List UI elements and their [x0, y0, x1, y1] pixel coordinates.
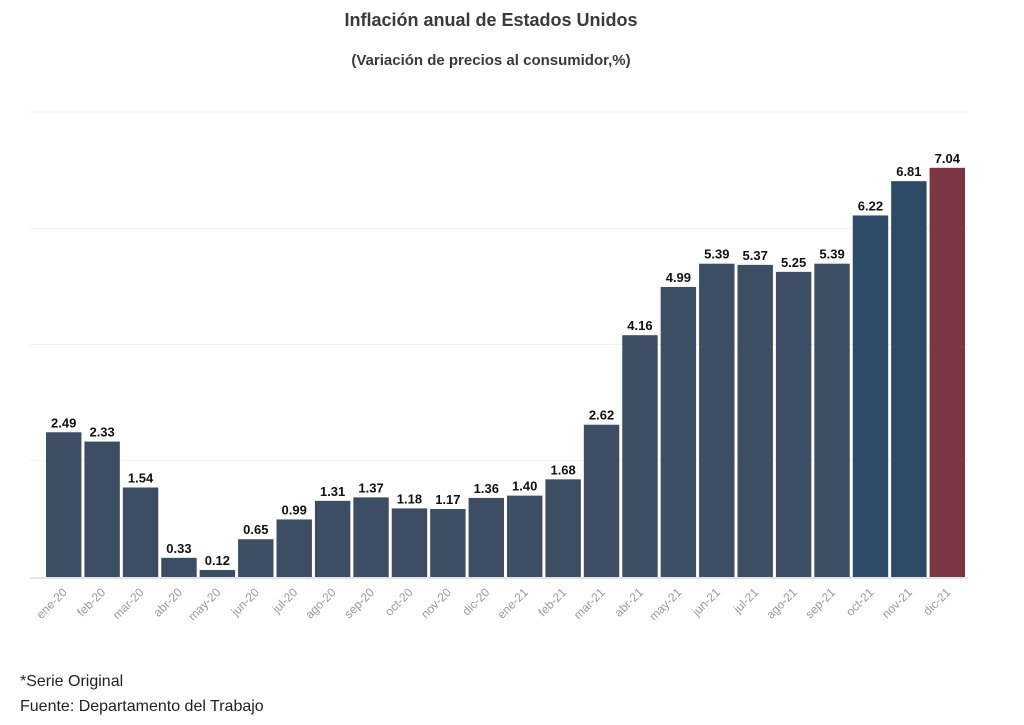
x-tick-jul-20: jul-20	[269, 585, 301, 617]
value-label-nov-20: 1.17	[435, 492, 460, 507]
x-tick-ene-20: ene-20	[34, 585, 71, 622]
bar-sep-20	[353, 497, 389, 577]
value-label-ene-20: 2.49	[51, 415, 76, 430]
value-label-ene-21: 1.40	[512, 479, 537, 494]
gridlines	[30, 111, 968, 462]
x-tick-ene-21: ene-21	[495, 585, 532, 622]
bar-abr-21	[622, 335, 658, 577]
value-label-feb-21: 1.68	[550, 462, 575, 477]
x-tick-may-20: may-20	[185, 585, 223, 623]
bar-may-21	[660, 286, 697, 577]
bar-ene-20	[46, 432, 82, 577]
x-tick-feb-20: feb-20	[74, 585, 108, 619]
value-label-dic-21: 7.04	[935, 151, 961, 166]
x-tick-labels: ene-20 feb-20 mar-20 abr-20 may-20 jun-20 jul-…	[34, 585, 954, 623]
bar-feb-20	[84, 441, 120, 577]
bar-chart: 2.49 2.33 1.54 0.33 0.12 0.65 0.99 1.31 1.37 1.18…	[30, 111, 968, 623]
value-label-sep-20: 1.37	[358, 480, 383, 495]
x-tick-abr-20: abr-20	[151, 585, 186, 620]
x-tick-nov-20: nov-20	[418, 585, 454, 621]
value-label-may-20: 0.12	[205, 553, 230, 568]
bar-mar-21	[583, 424, 620, 577]
bar-nov-21	[891, 181, 927, 577]
bar-nov-20	[430, 508, 466, 577]
x-tick-dic-21: dic-21	[920, 585, 953, 618]
x-tick-ago-20: ago-20	[302, 585, 339, 622]
bar-sep-21	[814, 263, 850, 577]
value-label-nov-21: 6.81	[896, 164, 921, 179]
value-label-jul-20: 0.99	[282, 502, 307, 517]
bar-ago-21	[775, 271, 812, 577]
x-tick-jun-21: jun-21	[689, 585, 723, 619]
bar-ene-21	[507, 495, 543, 577]
value-label-ago-20: 1.31	[320, 484, 345, 499]
bar-jul-21	[737, 264, 773, 577]
bar-dic-21	[929, 167, 965, 578]
value-label-abr-20: 0.33	[166, 541, 191, 556]
x-tick-oct-20: oct-20	[382, 585, 416, 619]
bars	[46, 167, 965, 578]
bar-jun-21	[699, 263, 735, 577]
x-tick-sep-20: sep-20	[341, 585, 377, 621]
x-tick-nov-21: nov-21	[879, 585, 915, 621]
x-tick-sep-21: sep-21	[802, 585, 838, 621]
x-tick-oct-21: oct-21	[843, 585, 877, 619]
value-label-feb-20: 2.33	[89, 425, 114, 440]
value-label-dic-20: 1.36	[474, 481, 499, 496]
x-tick-abr-21: abr-21	[612, 585, 647, 620]
value-label-sep-21: 5.39	[819, 247, 844, 262]
x-tick-jul-21: jul-21	[730, 585, 762, 617]
x-tick-ago-21: ago-21	[763, 585, 800, 622]
x-tick-jun-20: jun-20	[228, 585, 262, 619]
bar-mar-20	[122, 487, 159, 577]
bar-ago-20	[314, 500, 351, 577]
bar-feb-21	[545, 479, 581, 577]
value-label-may-21: 4.99	[666, 270, 691, 285]
bar-oct-20	[391, 508, 428, 577]
bar-oct-21	[852, 215, 889, 577]
chart-title: Inflación anual de Estados Unidos	[344, 10, 638, 30]
x-tick-mar-20: mar-20	[110, 585, 147, 622]
bar-jun-20	[238, 539, 274, 577]
value-label-jun-21: 5.39	[704, 247, 729, 262]
bar-dic-20	[468, 497, 504, 577]
value-label-mar-20: 1.54	[128, 470, 154, 485]
x-tick-dic-20: dic-20	[459, 585, 492, 618]
footnote-series: *Serie Original	[20, 673, 124, 690]
bar-may-20	[199, 570, 236, 577]
value-label-mar-21: 2.62	[589, 408, 614, 423]
value-label-ago-21: 5.25	[781, 255, 806, 270]
bar-abr-20	[161, 557, 197, 577]
x-tick-feb-21: feb-21	[535, 585, 569, 619]
footnote-source: Fuente: Departamento del Trabajo	[20, 698, 264, 715]
value-label-jul-21: 5.37	[743, 248, 768, 263]
chart-subtitle: (Variación de precios al consumidor,%)	[351, 52, 631, 69]
value-label-abr-21: 4.16	[627, 318, 652, 333]
value-labels: 2.49 2.33 1.54 0.33 0.12 0.65 0.99 1.31 1.37 1.18…	[51, 151, 961, 568]
value-label-oct-20: 1.18	[397, 491, 422, 506]
value-label-oct-21: 6.22	[858, 198, 883, 213]
x-tick-mar-21: mar-21	[571, 585, 608, 622]
x-tick-may-21: may-21	[646, 585, 684, 623]
value-label-jun-20: 0.65	[243, 522, 268, 537]
bar-jul-20	[276, 519, 312, 577]
